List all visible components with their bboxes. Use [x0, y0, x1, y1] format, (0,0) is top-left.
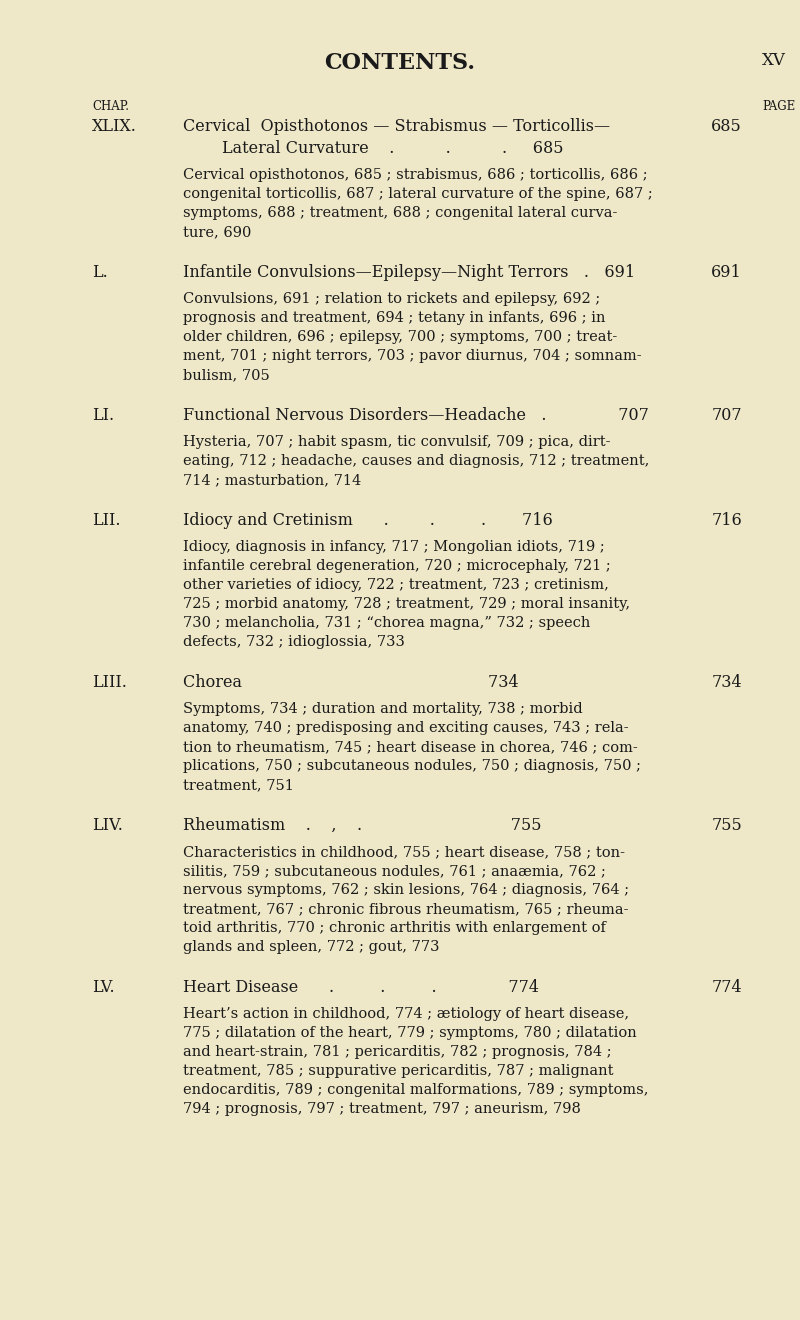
Text: XLIX.: XLIX. — [92, 117, 137, 135]
Text: ture, 690: ture, 690 — [183, 224, 251, 239]
Text: other varieties of idiocy, 722 ; treatment, 723 ; cretinism,: other varieties of idiocy, 722 ; treatme… — [183, 578, 609, 591]
Text: Rheumatism    .    ,    .                             755: Rheumatism . , . 755 — [183, 817, 542, 834]
Text: plications, 750 ; subcutaneous nodules, 750 ; diagnosis, 750 ;: plications, 750 ; subcutaneous nodules, … — [183, 759, 641, 774]
Text: 716: 716 — [711, 512, 742, 529]
Text: LII.: LII. — [92, 512, 121, 529]
Text: ment, 701 ; night terrors, 703 ; pavor diurnus, 704 ; somnam-: ment, 701 ; night terrors, 703 ; pavor d… — [183, 348, 642, 363]
Text: 774: 774 — [711, 979, 742, 997]
Text: Heart Disease      .         .         .              774: Heart Disease . . . 774 — [183, 979, 539, 997]
Text: Symptoms, 734 ; duration and mortality, 738 ; morbid: Symptoms, 734 ; duration and mortality, … — [183, 702, 582, 715]
Text: toid arthritis, 770 ; chronic arthritis with enlargement of: toid arthritis, 770 ; chronic arthritis … — [183, 921, 606, 935]
Text: eating, 712 ; headache, causes and diagnosis, 712 ; treatment,: eating, 712 ; headache, causes and diagn… — [183, 454, 650, 469]
Text: 775 ; dilatation of the heart, 779 ; symptoms, 780 ; dilatation: 775 ; dilatation of the heart, 779 ; sym… — [183, 1026, 637, 1040]
Text: Chorea                                                734: Chorea 734 — [183, 675, 518, 690]
Text: infantile cerebral degeneration, 720 ; microcephaly, 721 ;: infantile cerebral degeneration, 720 ; m… — [183, 558, 610, 573]
Text: 730 ; melancholia, 731 ; “chorea magna,” 732 ; speech: 730 ; melancholia, 731 ; “chorea magna,”… — [183, 616, 590, 630]
Text: LI.: LI. — [92, 407, 114, 424]
Text: Idiocy, diagnosis in infancy, 717 ; Mongolian idiots, 719 ;: Idiocy, diagnosis in infancy, 717 ; Mong… — [183, 540, 605, 554]
Text: treatment, 751: treatment, 751 — [183, 777, 294, 792]
Text: anatomy, 740 ; predisposing and exciting causes, 743 ; rela-: anatomy, 740 ; predisposing and exciting… — [183, 721, 629, 735]
Text: Idiocy and Cretinism      .        .         .       716: Idiocy and Cretinism . . . 716 — [183, 512, 553, 529]
Text: Infantile Convulsions—Epilepsy—Night Terrors   .   691: Infantile Convulsions—Epilepsy—Night Ter… — [183, 264, 635, 281]
Text: Lateral Curvature    .          .          .     685: Lateral Curvature . . . 685 — [222, 140, 563, 157]
Text: CHAP.: CHAP. — [92, 100, 129, 114]
Text: 685: 685 — [711, 117, 742, 135]
Text: congenital torticollis, 687 ; lateral curvature of the spine, 687 ;: congenital torticollis, 687 ; lateral cu… — [183, 187, 653, 201]
Text: defects, 732 ; idioglossia, 733: defects, 732 ; idioglossia, 733 — [183, 635, 405, 649]
Text: Cervical opisthotonos, 685 ; strabismus, 686 ; torticollis, 686 ;: Cervical opisthotonos, 685 ; strabismus,… — [183, 168, 648, 182]
Text: symptoms, 688 ; treatment, 688 ; congenital lateral curva-: symptoms, 688 ; treatment, 688 ; congeni… — [183, 206, 618, 220]
Text: glands and spleen, 772 ; gout, 773: glands and spleen, 772 ; gout, 773 — [183, 940, 439, 954]
Text: silitis, 759 ; subcutaneous nodules, 761 ; anaæmia, 762 ;: silitis, 759 ; subcutaneous nodules, 761… — [183, 865, 606, 878]
Text: Heart’s action in childhood, 774 ; ætiology of heart disease,: Heart’s action in childhood, 774 ; ætiol… — [183, 1007, 629, 1020]
Text: Cervical  Opisthotonos — Strabismus — Torticollis—: Cervical Opisthotonos — Strabismus — Tor… — [183, 117, 610, 135]
Text: older children, 696 ; epilepsy, 700 ; symptoms, 700 ; treat-: older children, 696 ; epilepsy, 700 ; sy… — [183, 330, 618, 345]
Text: 794 ; prognosis, 797 ; treatment, 797 ; aneurism, 798: 794 ; prognosis, 797 ; treatment, 797 ; … — [183, 1102, 581, 1115]
Text: 725 ; morbid anatomy, 728 ; treatment, 729 ; moral insanity,: 725 ; morbid anatomy, 728 ; treatment, 7… — [183, 597, 630, 611]
Text: XV: XV — [762, 51, 786, 69]
Text: and heart-strain, 781 ; pericarditis, 782 ; prognosis, 784 ;: and heart-strain, 781 ; pericarditis, 78… — [183, 1045, 612, 1059]
Text: 691: 691 — [711, 264, 742, 281]
Text: Characteristics in childhood, 755 ; heart disease, 758 ; ton-: Characteristics in childhood, 755 ; hear… — [183, 845, 625, 859]
Text: CONTENTS.: CONTENTS. — [325, 51, 475, 74]
Text: bulism, 705: bulism, 705 — [183, 368, 270, 381]
Text: tion to rheumatism, 745 ; heart disease in chorea, 746 ; com-: tion to rheumatism, 745 ; heart disease … — [183, 741, 638, 754]
Text: Hysteria, 707 ; habit spasm, tic convulsif, 709 ; pica, dirt-: Hysteria, 707 ; habit spasm, tic convuls… — [183, 436, 610, 449]
Text: 714 ; masturbation, 714: 714 ; masturbation, 714 — [183, 473, 362, 487]
Text: LV.: LV. — [92, 979, 114, 997]
Text: PAGE: PAGE — [762, 100, 795, 114]
Text: 707: 707 — [711, 407, 742, 424]
Text: treatment, 767 ; chronic fibrous rheumatism, 765 ; rheuma-: treatment, 767 ; chronic fibrous rheumat… — [183, 902, 629, 916]
Text: nervous symptoms, 762 ; skin lesions, 764 ; diagnosis, 764 ;: nervous symptoms, 762 ; skin lesions, 76… — [183, 883, 629, 898]
Text: LIII.: LIII. — [92, 675, 127, 690]
Text: 755: 755 — [711, 817, 742, 834]
Text: 734: 734 — [711, 675, 742, 690]
Text: endocarditis, 789 ; congenital malformations, 789 ; symptoms,: endocarditis, 789 ; congenital malformat… — [183, 1082, 649, 1097]
Text: L.: L. — [92, 264, 108, 281]
Text: prognosis and treatment, 694 ; tetany in infants, 696 ; in: prognosis and treatment, 694 ; tetany in… — [183, 312, 606, 325]
Text: treatment, 785 ; suppurative pericarditis, 787 ; malignant: treatment, 785 ; suppurative pericarditi… — [183, 1064, 614, 1078]
Text: Functional Nervous Disorders—Headache   .              707: Functional Nervous Disorders—Headache . … — [183, 407, 649, 424]
Text: LIV.: LIV. — [92, 817, 123, 834]
Text: Convulsions, 691 ; relation to rickets and epilepsy, 692 ;: Convulsions, 691 ; relation to rickets a… — [183, 292, 600, 306]
